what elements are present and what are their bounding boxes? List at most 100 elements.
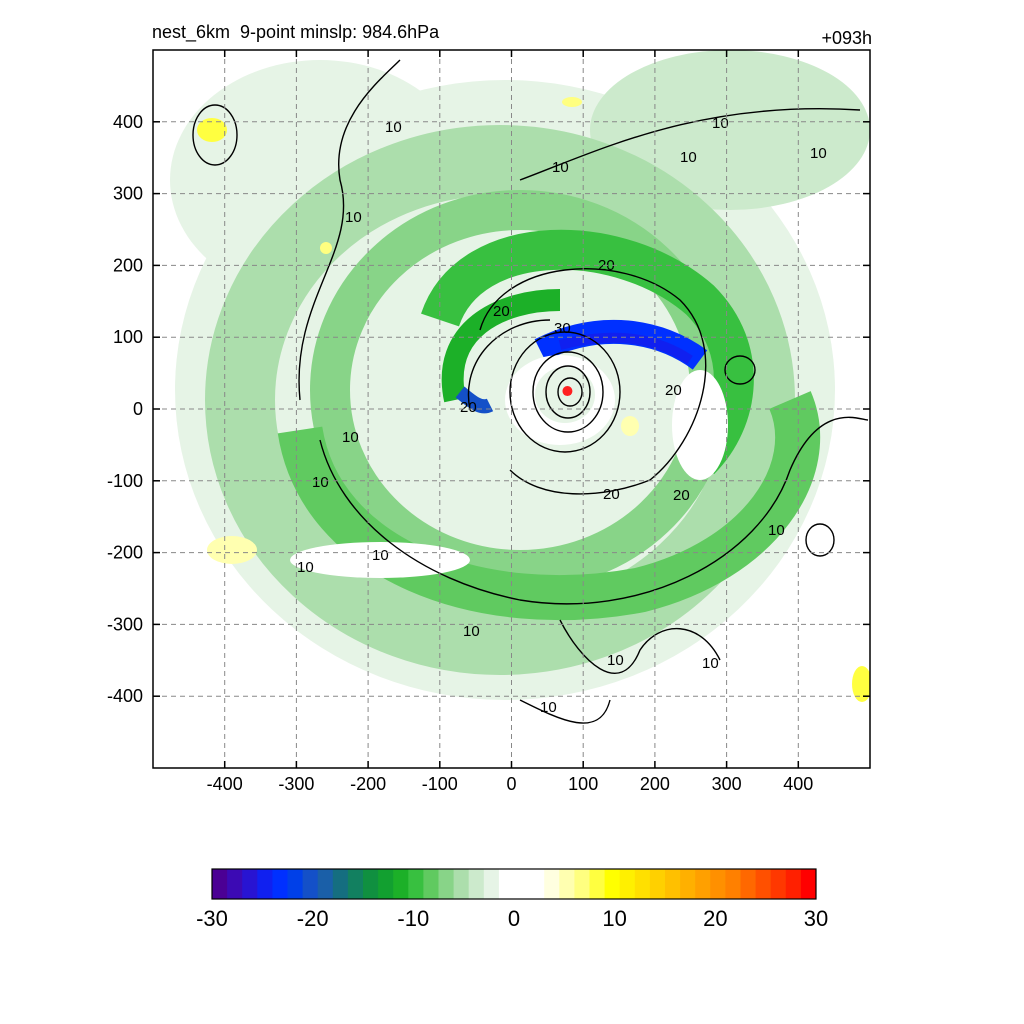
contour-label: 10 <box>297 559 314 576</box>
y-tick-label: 100 <box>113 327 143 347</box>
colorbar-cell <box>378 869 394 899</box>
contour-label: 20 <box>665 382 682 399</box>
contour-label: 10 <box>540 699 557 716</box>
colorbar-cell <box>634 869 651 899</box>
y-tick-label: 200 <box>113 255 143 275</box>
y-tick-label: 300 <box>113 184 143 204</box>
contour-label: 10 <box>680 149 697 166</box>
colorbar-cell <box>559 869 575 899</box>
y-tick-label: -200 <box>107 543 143 563</box>
colorbar-cell <box>604 869 621 899</box>
contour-label: 10 <box>345 209 362 226</box>
contour-lines <box>192 59 869 724</box>
colorbar-cell <box>242 869 258 899</box>
y-tick-label: -100 <box>107 471 143 491</box>
colorbar-tick-label: -30 <box>196 906 228 931</box>
colorbar-cell <box>514 869 530 899</box>
colorbar-cell <box>332 869 349 899</box>
storm-center <box>562 386 573 397</box>
contour-label: 10 <box>385 119 402 136</box>
forecast-hour-label: +093h <box>821 28 872 48</box>
grid-lines <box>153 50 870 768</box>
colorbar-cell <box>589 869 606 899</box>
colorbar-tick-label: -10 <box>397 906 429 931</box>
colorbar-cell <box>468 869 485 899</box>
colorbar-cell <box>680 869 696 899</box>
storm-center-dot <box>562 386 573 397</box>
contour-label-group: 10 10 10 10 10 10 10 10 10 10 10 10 10 1… <box>297 115 827 716</box>
x-tick-label: 200 <box>640 774 670 794</box>
colorbar-cell <box>317 869 334 899</box>
colorbar-cell <box>302 869 319 899</box>
x-tick-label: 0 <box>506 774 516 794</box>
colorbar-cell <box>347 869 364 899</box>
colorbar-tick-label: -20 <box>297 906 329 931</box>
y-tick-label: 400 <box>113 112 143 132</box>
y-tick-label: 0 <box>133 399 143 419</box>
colorbar-ticks: -30 -20 -10 0 10 20 30 <box>196 906 828 931</box>
chart-title: nest_6km 9-point minslp: 984.6hPa <box>152 22 440 42</box>
contour-label: 20 <box>603 486 620 503</box>
colorbar-cell <box>393 869 409 899</box>
colorbar-cell <box>438 869 455 899</box>
y-tick-label: -300 <box>107 614 143 634</box>
colorbar-cell <box>755 869 772 899</box>
contour-label: 10 <box>372 547 389 564</box>
x-tick-label: 300 <box>712 774 742 794</box>
y-axis: -400 -300 -200 -100 0 100 200 300 400 <box>107 112 870 706</box>
contour-label: 10 <box>712 115 729 132</box>
colorbar-cell <box>544 869 560 899</box>
colorbar-tick-label: 10 <box>602 906 626 931</box>
x-tick-label: -200 <box>350 774 386 794</box>
x-tick-label: -400 <box>207 774 243 794</box>
colorbar-cell <box>287 869 304 899</box>
colorbar-cell <box>649 869 666 899</box>
colorbar-cell <box>665 869 681 899</box>
contour-label: 10 <box>702 655 719 672</box>
colorbar-tick-label: 30 <box>804 906 828 931</box>
x-tick-label: -300 <box>278 774 314 794</box>
contour-label: 10 <box>810 145 827 162</box>
colorbar-cell <box>423 869 439 899</box>
colorbar-cell <box>483 869 500 899</box>
colorbar-cell <box>227 869 243 899</box>
colorbar-cell <box>710 869 726 899</box>
colorbar-cell <box>529 869 545 899</box>
colorbar-cell <box>363 869 379 899</box>
colorbar-cell <box>740 869 757 899</box>
colorbar-cell <box>212 869 228 899</box>
x-tick-label: -100 <box>422 774 458 794</box>
contour-label: 10 <box>342 429 359 446</box>
colorbar-tick-label: 0 <box>508 906 520 931</box>
colorbar-cell <box>574 869 590 899</box>
contour-label: 10 <box>463 623 480 640</box>
contour-label: 20 <box>673 487 690 504</box>
colorbar-cell <box>800 869 817 899</box>
contour-label: 10 <box>607 652 624 669</box>
plot-frame <box>152 49 871 769</box>
colorbar-cell <box>408 869 424 899</box>
colorbar-frame <box>211 868 817 900</box>
x-tick-label: 100 <box>568 774 598 794</box>
colorbar-tick-label: 20 <box>703 906 727 931</box>
colorbar-cell <box>453 869 470 899</box>
contour-label: 20 <box>493 303 510 320</box>
contour-label: 20 <box>460 399 477 416</box>
colorbar-cell <box>785 869 802 899</box>
colorbar-cell <box>619 869 636 899</box>
colorbar-cell <box>770 869 787 899</box>
contour-label: 30 <box>554 320 571 337</box>
contour-label: 10 <box>768 522 785 539</box>
colorbar-cell <box>725 869 741 899</box>
x-axis: -400 -300 -200 -100 0 100 200 300 400 <box>207 50 813 794</box>
contour-label: 10 <box>312 474 329 491</box>
colorbar-cell <box>257 869 273 899</box>
colorbar-cell <box>498 869 515 899</box>
colorbar-cell <box>272 869 288 899</box>
contour-label: 10 <box>552 159 569 176</box>
colorbar-cell <box>695 869 711 899</box>
x-tick-label: 400 <box>783 774 813 794</box>
y-tick-label: -400 <box>107 686 143 706</box>
colorbar <box>211 868 817 900</box>
